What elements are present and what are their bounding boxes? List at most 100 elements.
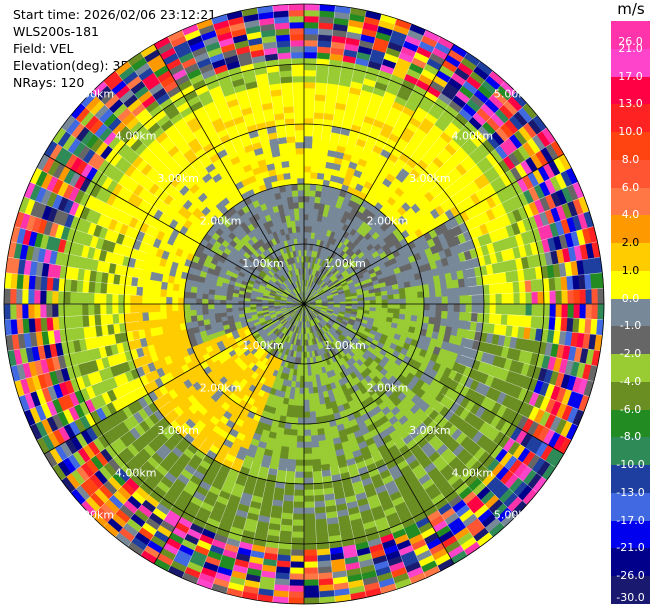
ppi-gate bbox=[585, 303, 593, 320]
ppi-gate bbox=[573, 289, 581, 305]
ppi-gate bbox=[375, 295, 383, 301]
ppi-gate bbox=[231, 307, 239, 312]
ppi-gate bbox=[303, 459, 313, 467]
ppi-gate bbox=[303, 531, 317, 539]
ppi-gate bbox=[561, 303, 569, 319]
ppi-gate bbox=[317, 560, 332, 568]
ppi-gate bbox=[417, 297, 425, 305]
ppi-gate bbox=[296, 429, 305, 437]
ppi-gate bbox=[135, 303, 143, 314]
ppi-gate bbox=[189, 291, 197, 299]
ppi-gate bbox=[99, 303, 107, 315]
ppi-gate bbox=[165, 310, 173, 319]
ppi-gate bbox=[314, 94, 327, 102]
ppi-gate bbox=[196, 314, 204, 322]
field-label: Field: VEL bbox=[13, 41, 74, 56]
ppi-gate bbox=[303, 27, 319, 35]
ppi-gate bbox=[314, 500, 326, 508]
ppi-gate bbox=[303, 135, 314, 143]
ppi-gate bbox=[357, 297, 365, 302]
ppi-gate bbox=[303, 375, 309, 383]
ppi-gate bbox=[33, 289, 41, 305]
ppi-gate bbox=[543, 290, 551, 305]
ppi-gate bbox=[293, 399, 300, 407]
ppi-gate bbox=[172, 283, 180, 292]
ppi-gate bbox=[231, 299, 239, 305]
ppi-gate bbox=[312, 470, 323, 479]
ppi-gate bbox=[286, 458, 297, 467]
ppi-gate bbox=[303, 153, 313, 161]
ppi-gate bbox=[183, 309, 191, 317]
ppi-gate bbox=[243, 303, 251, 308]
ppi-gate bbox=[435, 310, 443, 319]
ppi-gate bbox=[111, 303, 119, 315]
ppi-gate bbox=[289, 561, 305, 569]
ppi-gate bbox=[290, 549, 305, 557]
ppi-gate bbox=[166, 317, 174, 326]
ppi-gate bbox=[306, 357, 311, 365]
ppi-gate bbox=[513, 292, 521, 305]
ppi-gate bbox=[303, 585, 320, 593]
ppi-gate bbox=[398, 287, 406, 295]
ppi-gate bbox=[303, 99, 315, 107]
ppi-gate bbox=[567, 289, 575, 305]
ppi-gate bbox=[303, 75, 317, 83]
ppi-gate bbox=[375, 303, 383, 309]
ppi-gate bbox=[171, 296, 179, 305]
ppi-gate bbox=[440, 310, 449, 320]
ppi-gate bbox=[303, 15, 320, 23]
ppi-gate bbox=[303, 405, 310, 413]
ppi-gate bbox=[201, 308, 209, 315]
ppi-gate bbox=[303, 171, 312, 179]
ppi-gate bbox=[171, 303, 179, 312]
ppi-gate bbox=[464, 312, 473, 322]
ppi-gate bbox=[201, 293, 209, 300]
ppi-gate bbox=[311, 452, 321, 461]
ppi-gate bbox=[281, 512, 294, 520]
ppi-gate bbox=[141, 303, 149, 313]
ppi-gate bbox=[189, 303, 197, 311]
ppi-gate bbox=[296, 435, 305, 443]
ppi-gate bbox=[225, 303, 233, 309]
ppi-gate bbox=[308, 393, 315, 401]
ppi-gate bbox=[303, 381, 309, 389]
ppi-gate bbox=[307, 381, 314, 389]
ppi-gate bbox=[208, 313, 216, 320]
ppi-gate bbox=[303, 123, 314, 131]
ppi-gate bbox=[159, 296, 167, 305]
ppi-gate bbox=[81, 292, 89, 305]
elevation-label: Elevation(deg): 35.00 bbox=[13, 58, 149, 73]
ppi-gate bbox=[292, 405, 299, 413]
ppi-gate bbox=[477, 303, 485, 314]
ppi-gate bbox=[303, 57, 318, 65]
ppi-gate bbox=[313, 112, 325, 120]
ppi-gate bbox=[303, 591, 320, 599]
ppi-gate bbox=[295, 447, 305, 455]
ppi-gate bbox=[525, 291, 533, 305]
ppi-gate bbox=[3, 288, 11, 305]
ppi-gate bbox=[317, 434, 326, 442]
ppi-gate bbox=[405, 292, 413, 299]
ppi-gate bbox=[295, 453, 305, 461]
ppi-gate bbox=[276, 554, 292, 562]
ppi-gate bbox=[411, 297, 419, 305]
ppi-gate bbox=[112, 283, 120, 295]
ppi-gate bbox=[295, 459, 305, 467]
ppi-gate bbox=[285, 410, 293, 418]
ppi-gate bbox=[314, 506, 327, 514]
ppi-gate bbox=[219, 299, 227, 305]
ppi-gate bbox=[351, 300, 359, 305]
ppi-gate bbox=[303, 105, 315, 113]
ppi-gate bbox=[287, 452, 297, 461]
ppi-gate bbox=[434, 282, 442, 291]
ppi-gate bbox=[285, 470, 296, 479]
ppi-gate bbox=[518, 280, 526, 293]
ppi-gate bbox=[573, 303, 581, 319]
ppi-gate bbox=[465, 294, 473, 305]
ppi-gate bbox=[579, 288, 587, 305]
ppi-gate bbox=[310, 159, 320, 168]
ppi-gate bbox=[591, 288, 599, 305]
ppi-gate bbox=[312, 464, 322, 473]
ppi-gate bbox=[15, 303, 23, 320]
ppi-gate bbox=[165, 296, 173, 305]
